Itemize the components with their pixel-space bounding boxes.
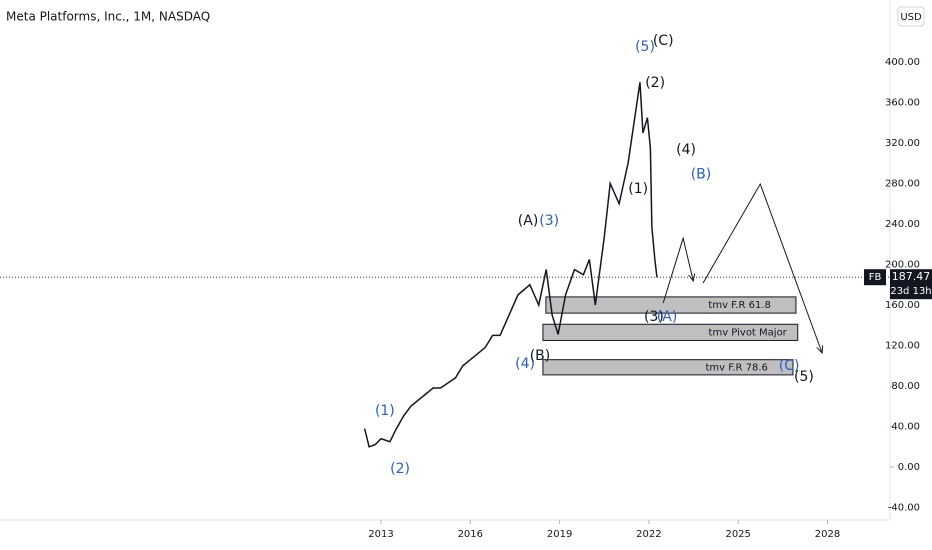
wave-label: (1) (375, 403, 395, 419)
currency-button[interactable] (897, 6, 925, 27)
y-tick-label: 360.00 (885, 97, 920, 108)
y-tick-label: -40.00 (888, 503, 920, 514)
wave-label: (1) (628, 181, 648, 197)
x-tick-label: 2025 (725, 529, 750, 540)
wave-label: (B) (691, 166, 712, 182)
wave-label: (4) (515, 356, 535, 372)
zone-box (545, 296, 797, 314)
x-tick-label: 2022 (636, 529, 661, 540)
y-tick-label: 320.00 (885, 138, 920, 149)
wave-label: (C) (779, 358, 800, 374)
x-tick-label: 2016 (458, 529, 483, 540)
y-tick-label: 0.00 (898, 462, 920, 473)
y-tick-label: 40.00 (891, 422, 920, 433)
wave-label: (4) (676, 142, 696, 158)
x-tick-label: 2019 (547, 529, 572, 540)
y-tick-label: 280.00 (885, 178, 920, 189)
y-tick-label: 160.00 (885, 300, 920, 311)
price-line (363, 82, 658, 448)
chart-title: Meta Platforms, Inc., 1M, NASDAQ (6, 10, 210, 24)
currency-label: USD (900, 12, 922, 23)
price-badge (890, 269, 932, 300)
wave-label: (B) (530, 348, 551, 364)
wave-label: (5) (794, 369, 814, 385)
zone-label: tmv Pivot Major (709, 327, 788, 338)
symbol-badge (864, 269, 886, 286)
y-tick-label: 80.00 (891, 381, 920, 392)
wave-label: (5) (635, 39, 655, 55)
projection-arrow (702, 182, 822, 353)
zone-box (542, 323, 799, 341)
y-tick-label: 120.00 (885, 341, 920, 352)
wave-label: (A) (518, 213, 539, 229)
y-tick-label: 400.00 (885, 57, 920, 68)
wave-label: (3) (644, 309, 664, 325)
wave-label: (2) (645, 75, 665, 91)
wave-label: (A) (657, 309, 678, 325)
zone-label: tmv F.R 61.8 (708, 300, 770, 311)
y-tick-label: 200.00 (885, 260, 920, 271)
x-tick-label: 2013 (368, 529, 393, 540)
x-tick-label: 2028 (815, 529, 840, 540)
projection-arrow (662, 236, 693, 304)
wave-label: (C) (653, 33, 674, 49)
zone-box (542, 359, 794, 376)
y-tick-label: 240.00 (885, 219, 920, 230)
wave-label: (2) (390, 461, 410, 477)
symbol-label: FB (869, 272, 882, 283)
price-label: 187.47 (892, 270, 931, 283)
zone-label: tmv F.R 78.6 (705, 362, 767, 373)
countdown-label: 23d 13h (890, 286, 931, 297)
wave-label: (3) (539, 213, 559, 229)
